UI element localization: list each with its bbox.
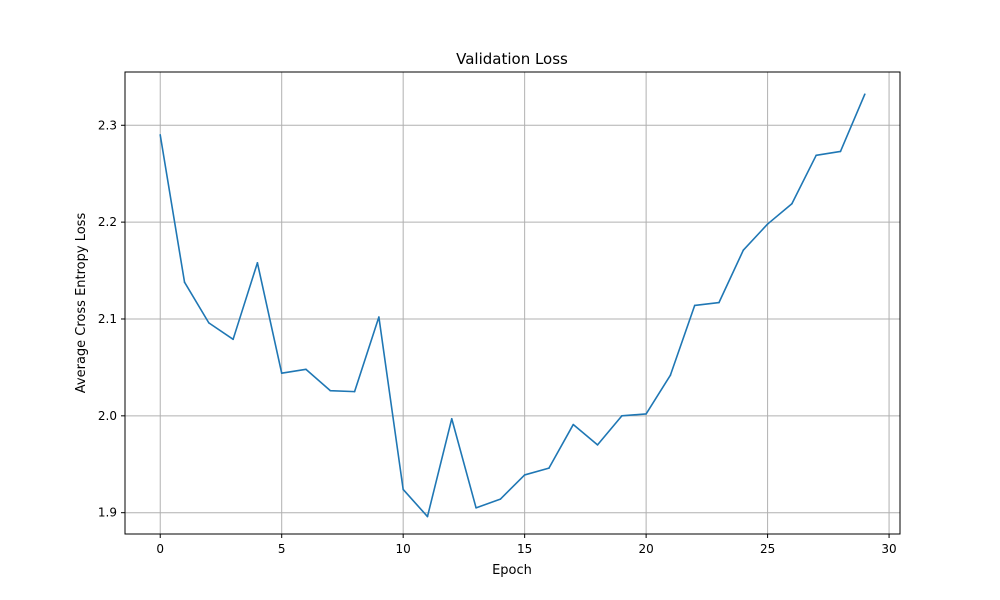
- y-tick-label: 2.2: [98, 215, 117, 229]
- data-point: [596, 444, 599, 446]
- data-point: [305, 368, 307, 371]
- x-tick-label: 0: [156, 542, 164, 556]
- y-axis-ticks: 1.9 2.0 2.1 2.2 2.3: [98, 118, 125, 520]
- data-point: [353, 390, 356, 393]
- data-point: [256, 262, 259, 264]
- data-point: [159, 134, 162, 136]
- data-point: [183, 281, 186, 283]
- series-line: [159, 93, 866, 518]
- data-point: [669, 374, 672, 376]
- plot-series: [159, 93, 866, 518]
- data-point: [863, 93, 866, 96]
- x-tick-label: 20: [638, 542, 653, 556]
- y-tick-label: 1.9: [98, 506, 117, 520]
- data-point: [378, 316, 380, 318]
- x-axis-ticks: 0 5 10 15 20 25 30: [156, 534, 897, 556]
- data-point: [572, 423, 575, 426]
- data-point: [426, 515, 429, 518]
- data-point: [329, 389, 332, 392]
- plot-frame: [124, 71, 901, 535]
- x-tick-label: 10: [396, 542, 411, 556]
- data-point: [232, 338, 234, 341]
- data-point: [548, 467, 550, 469]
- x-tick-label: 30: [881, 542, 896, 556]
- y-tick-label: 2.0: [98, 409, 117, 423]
- data-point: [208, 322, 210, 324]
- y-tick-label: 2.1: [98, 312, 117, 326]
- x-tick-label: 15: [517, 542, 532, 556]
- data-point: [645, 413, 647, 415]
- data-point: [839, 150, 842, 153]
- data-point: [450, 417, 453, 420]
- data-point: [742, 249, 745, 252]
- data-point: [621, 415, 623, 417]
- data-point: [791, 202, 793, 205]
- y-axis-label: Average Cross Entropy Loss: [74, 213, 89, 394]
- chart-title: Validation Loss: [456, 50, 568, 68]
- data-point: [475, 507, 477, 509]
- x-tick-label: 25: [760, 542, 775, 556]
- data-point: [718, 301, 720, 304]
- x-axis-label: Epoch: [492, 563, 532, 578]
- data-point: [815, 154, 817, 157]
- x-tick-label: 5: [278, 542, 286, 556]
- data-point: [280, 372, 283, 375]
- data-point: [402, 488, 404, 491]
- grid: [125, 72, 900, 534]
- data-point: [766, 223, 769, 225]
- data-point: [693, 304, 696, 307]
- data-point: [499, 498, 502, 500]
- data-point: [523, 474, 526, 476]
- y-tick-label: 2.3: [98, 118, 117, 132]
